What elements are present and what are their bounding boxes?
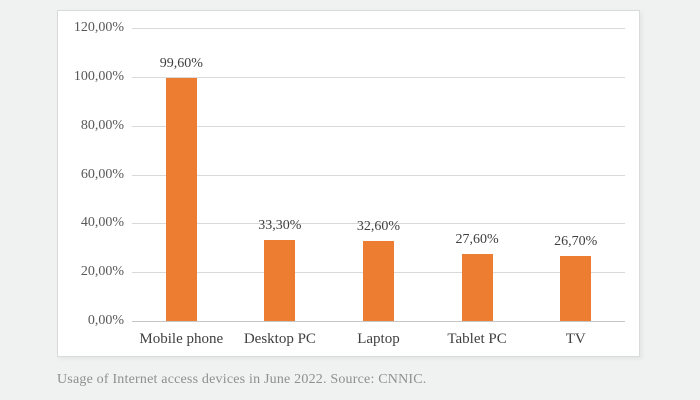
y-axis-tick-label: 20,00% [80, 264, 124, 280]
bar-value-label: 26,70% [554, 233, 598, 249]
bar-mobile-phone [165, 77, 197, 321]
x-axis-category-label: Desktop PC [243, 331, 316, 347]
x-axis-category-label: TV [565, 331, 586, 347]
figure-caption: Usage of Internet access devices in June… [57, 372, 427, 387]
x-axis-line [132, 321, 625, 322]
bar-value-label: 27,60% [455, 231, 499, 247]
y-axis-tick-label: 60,00% [80, 166, 124, 182]
bar-value-label: 33,30% [258, 217, 302, 233]
x-axis-category-label: Laptop [357, 331, 400, 347]
bar-value-label: 99,60% [159, 55, 203, 71]
gridline [132, 28, 625, 29]
y-axis-tick-label: 100,00% [73, 68, 124, 84]
gridline [132, 223, 625, 225]
bar-tablet-pc [461, 253, 493, 321]
y-axis-tick-label: 40,00% [80, 215, 124, 231]
gridline [132, 125, 625, 127]
y-axis-tick-label: 0,00% [87, 313, 124, 328]
bar-laptop [363, 241, 394, 321]
gridline [132, 174, 625, 176]
y-axis-tick-label: 120,00% [73, 20, 124, 35]
x-axis-category-label: Tablet PC [447, 331, 507, 347]
bar-value-label: 32,60% [356, 219, 401, 235]
y-axis-tick-label: 80,00% [80, 117, 124, 133]
bar-tv [560, 255, 592, 321]
x-axis-category-label: Mobile phone [139, 331, 224, 347]
bar-desktop-pc [264, 239, 296, 321]
gridline [132, 76, 625, 78]
chart-card: 0,00% 20,00% 40,00% 60,00% 80,00% 100,00% 120,… [57, 10, 640, 357]
